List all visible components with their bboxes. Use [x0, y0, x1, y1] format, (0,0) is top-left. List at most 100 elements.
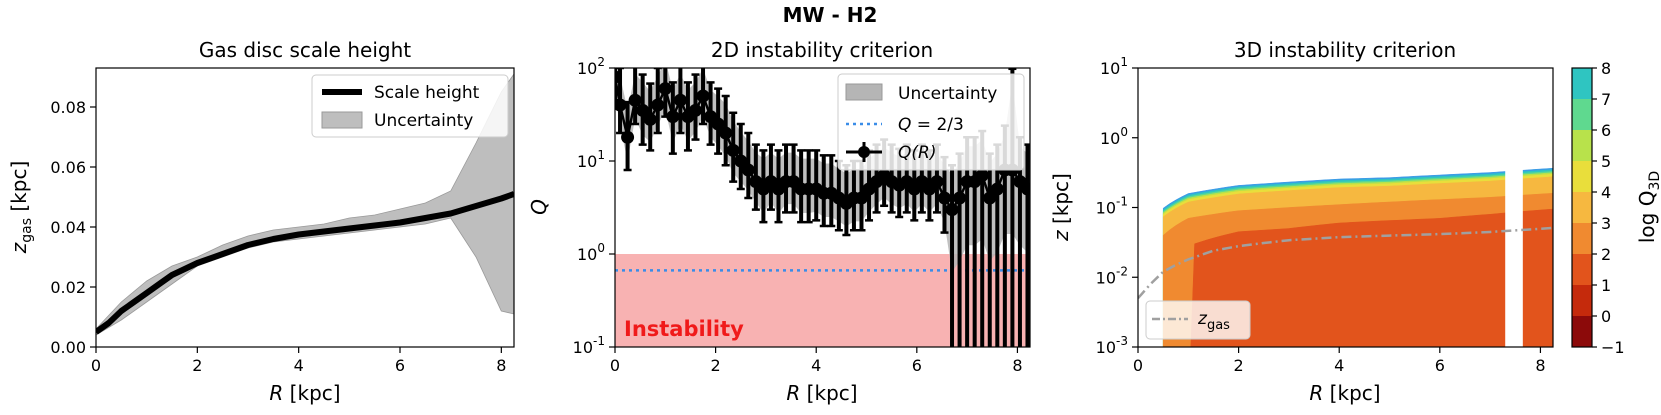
data-gap: [1505, 68, 1523, 347]
x-tick-label: 8: [1012, 356, 1022, 375]
colorbar-tick-label: 1: [1601, 276, 1611, 295]
panel2-title: 2D instability criterion: [711, 38, 933, 62]
x-tick-label: 2: [1234, 356, 1244, 375]
colorbar-tick-label: −1: [1601, 338, 1625, 357]
colorbar-tick-label: 8: [1601, 59, 1611, 78]
x-tick-label: 2: [192, 356, 202, 375]
y-tick-label: 0.00: [50, 338, 86, 357]
q-point: [854, 191, 868, 205]
colorbar-segment: [1572, 192, 1592, 223]
panel2-y-ticks: 10-1 100 101 102: [573, 55, 615, 357]
q-point: [636, 103, 650, 117]
q-points: [615, 70, 1030, 217]
q-point: [628, 93, 642, 107]
q-point: [937, 191, 951, 205]
q-point: [975, 168, 989, 182]
q-point: [990, 182, 1004, 196]
y-tick-label: 0.02: [50, 278, 86, 297]
q-point: [719, 126, 733, 140]
q-point: [726, 143, 740, 157]
legend-zgas: zgas: [1197, 309, 1230, 333]
colorbar-tick-label: 7: [1601, 90, 1611, 109]
panel1-x-ticks: 0 2 4 6 8: [91, 347, 506, 375]
colorbar-tick-label: 4: [1601, 183, 1611, 202]
legend-uncertainty-swatch: [321, 111, 363, 129]
panel3-legend: zgas: [1145, 300, 1251, 340]
q3d-contours: [1162, 167, 1553, 347]
zgas-line: [1138, 226, 1553, 300]
y-tick-label: 10-1: [1096, 195, 1128, 218]
legend-q-uncertainty: Uncertainty: [898, 84, 997, 104]
colorbar-tick-label: 6: [1601, 121, 1611, 140]
q-point: [658, 82, 672, 96]
figure-title: MW - H2: [783, 3, 878, 27]
q-point: [615, 70, 622, 84]
y-tick-label: 0.06: [50, 158, 86, 177]
y-tick-label: 101: [577, 148, 605, 171]
q-point: [930, 175, 944, 189]
q-point: [673, 93, 687, 107]
panel2-x-ticks: 0 2 4 6 8: [610, 347, 1023, 375]
legend-qr: Q(R): [898, 143, 936, 163]
legend-qr-marker: [858, 146, 870, 158]
x-tick-label: 0: [91, 356, 101, 375]
q-point: [688, 103, 702, 117]
q-point: [711, 117, 725, 131]
panel3-y-ticks: 10-3 10-2 10-1 100 101: [1096, 55, 1138, 357]
colorbar-segment: [1572, 285, 1592, 316]
y-tick-label: 10-2: [1096, 264, 1128, 287]
x-tick-label: 4: [811, 356, 821, 375]
colorbar-segment: [1572, 316, 1592, 347]
q-point: [945, 203, 959, 217]
y-tick-label: 100: [577, 241, 605, 264]
y-tick-label: 0.08: [50, 98, 86, 117]
panel1-axes: [95, 67, 515, 348]
x-tick-label: 6: [395, 356, 405, 375]
q-point: [1020, 182, 1030, 196]
panel1-ylabel: zgas [kpc]: [7, 161, 35, 255]
legend-q-uncertainty-swatch: [845, 83, 883, 101]
legend-scale-height: Scale height: [374, 83, 480, 103]
colorbar-tick-label: 5: [1601, 152, 1611, 171]
panel-2d-instability: 2D instability criterion Instability 0 2 4…: [527, 38, 1031, 405]
legend-uncertainty: Uncertainty: [374, 111, 473, 131]
colorbar-tick-label: 2: [1601, 245, 1611, 264]
panel2-ylabel: Q: [527, 199, 551, 215]
q-point: [621, 130, 635, 144]
colorbar: −1 0 1 2 3 4 5 6 7 8: [1572, 59, 1625, 357]
colorbar-segment: [1572, 254, 1592, 285]
y-tick-label: 102: [577, 55, 605, 78]
q-point: [696, 89, 710, 103]
panel-scale-height: Gas disc scale height 0 2 4 6 8 0.00 0.02 0.04…: [7, 38, 515, 405]
instability-label: Instability: [624, 317, 744, 341]
colorbar-segment: [1572, 223, 1592, 254]
q-point: [666, 110, 680, 124]
q-point: [983, 191, 997, 205]
colorbar-segment: [1572, 99, 1592, 130]
q-point: [651, 98, 665, 112]
panel2-axes: [614, 67, 1031, 348]
colorbar-segment: [1572, 161, 1592, 192]
q-point: [643, 112, 657, 126]
x-tick-label: 4: [294, 356, 304, 375]
colorbar-label: log Q3D: [1635, 171, 1661, 243]
x-tick-label: 6: [1435, 356, 1445, 375]
panel1-legend: Scale height Uncertainty: [311, 74, 509, 138]
q-point: [953, 191, 967, 205]
y-tick-label: 101: [1100, 55, 1128, 78]
scale-height-line: [96, 191, 514, 335]
colorbar-frame: [1571, 67, 1593, 348]
colorbar-tick-label: 0: [1601, 307, 1611, 326]
x-tick-label: 4: [1334, 356, 1344, 375]
q-point: [615, 98, 627, 112]
panel1-title: Gas disc scale height: [199, 38, 411, 62]
q3d-contour-band: [1190, 208, 1553, 347]
panel3-ylabel: z [kpc]: [1049, 173, 1073, 242]
y-tick-label: 0.04: [50, 218, 86, 237]
x-tick-label: 8: [496, 356, 506, 375]
x-tick-label: 0: [1133, 356, 1143, 375]
panel3-title: 3D instability criterion: [1234, 38, 1456, 62]
panel1-y-ticks: 0.00 0.02 0.04 0.06 0.08: [50, 98, 96, 357]
